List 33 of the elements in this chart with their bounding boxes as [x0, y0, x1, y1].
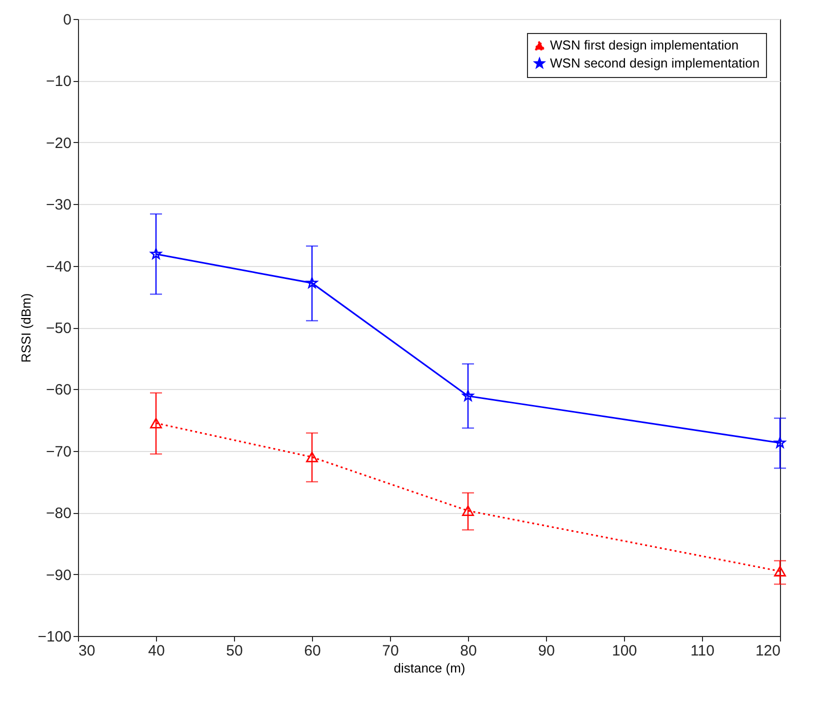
y-tick-label: 0	[63, 12, 72, 28]
x-tick-label: 30	[78, 642, 96, 660]
y-axis-title: RSSI (dBm)	[18, 293, 34, 363]
y-tick-label: −10	[46, 73, 72, 90]
x-tick-label: 90	[538, 642, 555, 660]
x-tick-label: 120	[755, 642, 780, 660]
y-tick-label: −90	[46, 566, 72, 584]
y-tick-label: −70	[46, 443, 72, 460]
y-tick-label: −100	[38, 628, 72, 646]
y-tick-label: −20	[46, 134, 72, 152]
y-tick-label: −40	[46, 258, 72, 276]
x-tick-label: 50	[226, 642, 243, 660]
point	[150, 418, 162, 428]
point	[462, 390, 474, 401]
point	[774, 566, 786, 576]
x-tick-label: 100	[612, 642, 638, 660]
legend-label: WSN first design implementation	[550, 38, 739, 52]
point	[306, 452, 318, 462]
x-tick-label: 110	[690, 642, 714, 660]
x-axis-title: distance (m)	[394, 660, 466, 676]
point	[774, 436, 786, 448]
x-tick-label: 70	[382, 642, 399, 660]
y-tick-label: −80	[46, 505, 72, 522]
y-tick-label: −50	[46, 320, 72, 337]
point	[150, 248, 162, 260]
point	[306, 277, 318, 288]
y-tick-label: −60	[46, 382, 72, 399]
x-tick-label: 40	[148, 642, 165, 660]
point	[462, 506, 474, 516]
x-tick-label: 60	[304, 642, 321, 660]
y-tick-label: −30	[46, 196, 72, 214]
legend-label: WSN second design implementation	[550, 56, 760, 70]
x-tick-label: 80	[460, 642, 477, 660]
